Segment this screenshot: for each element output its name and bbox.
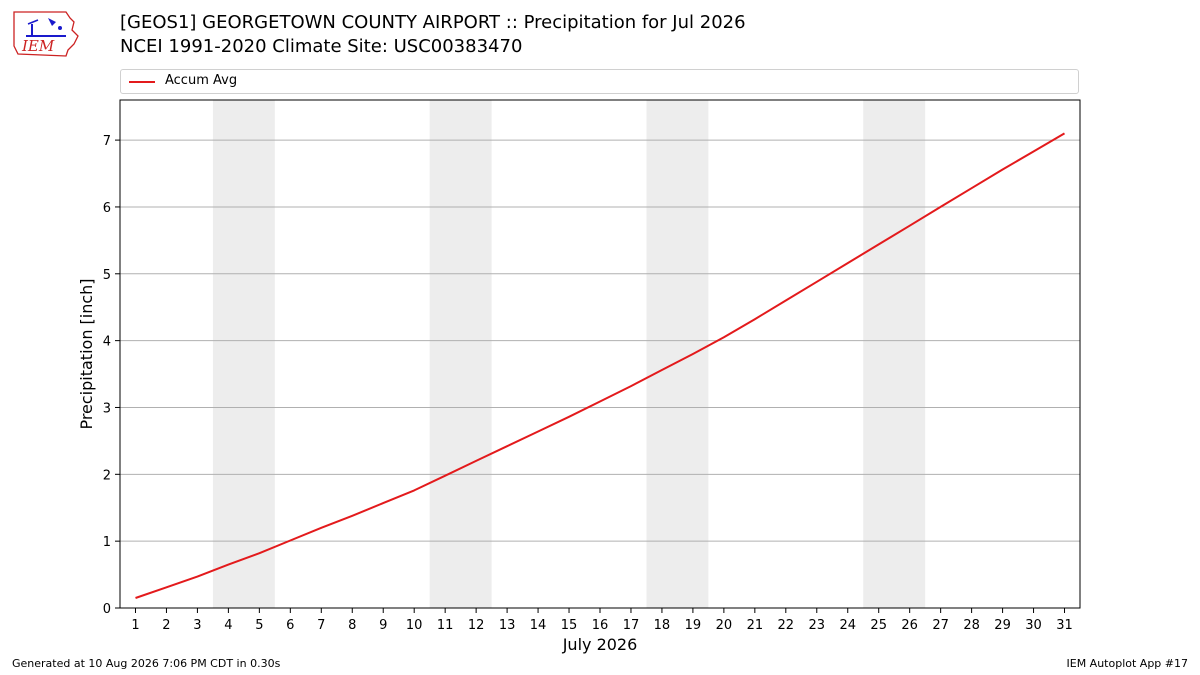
y-tick-label: 5 (103, 268, 111, 283)
x-tick-label: 15 (561, 618, 578, 633)
x-tick-label: 30 (1025, 618, 1042, 633)
x-tick-label: 11 (437, 618, 454, 633)
app-credit: IEM Autoplot App #17 (1066, 657, 1189, 670)
y-tick-label: 2 (103, 468, 111, 483)
generated-timestamp: Generated at 10 Aug 2026 7:06 PM CDT in … (12, 657, 281, 670)
x-tick-label: 31 (1056, 618, 1073, 633)
x-tick-label: 5 (255, 618, 263, 633)
x-tick-label: 3 (193, 618, 201, 633)
x-tick-label: 26 (901, 618, 918, 633)
x-tick-label: 8 (348, 618, 356, 633)
x-tick-label: 25 (870, 618, 887, 633)
logo-text: IEM (21, 37, 55, 55)
x-axis-label: July 2026 (562, 635, 638, 654)
legend: Accum Avg (120, 69, 1079, 94)
x-tick-label: 13 (499, 618, 516, 633)
x-tick-label: 29 (994, 618, 1011, 633)
x-tick-label: 28 (963, 618, 980, 633)
x-tick-label: 27 (932, 618, 949, 633)
x-tick-label: 24 (839, 618, 856, 633)
y-axis-label: Precipitation [inch] (77, 278, 96, 429)
x-tick-label: 7 (317, 618, 325, 633)
x-tick-label: 19 (685, 618, 702, 633)
x-tick-label: 2 (162, 618, 170, 633)
x-tick-label: 10 (406, 618, 423, 633)
x-tick-label: 18 (654, 618, 671, 633)
chart-subtitle: NCEI 1991-2020 Climate Site: USC00383470 (120, 36, 523, 57)
y-tick-label: 3 (103, 401, 111, 416)
y-tick-label: 6 (103, 201, 111, 216)
y-tick-label: 4 (103, 335, 111, 350)
x-tick-label: 16 (592, 618, 609, 633)
x-tick-label: 22 (778, 618, 795, 633)
weekend-band (212, 100, 275, 608)
y-tick-label: 1 (103, 535, 111, 550)
weekend-band (863, 100, 926, 608)
weekend-band (429, 100, 492, 608)
x-tick-label: 14 (530, 618, 547, 633)
x-tick-label: 21 (747, 618, 764, 633)
legend-label: Accum Avg (165, 73, 238, 88)
weekend-band (646, 100, 709, 608)
y-tick-label: 7 (103, 134, 111, 149)
x-tick-label: 20 (716, 618, 733, 633)
x-tick-label: 1 (131, 618, 139, 633)
iem-logo: IEM (13, 11, 79, 57)
legend-swatch (129, 81, 155, 83)
chart-title: [GEOS1] GEORGETOWN COUNTY AIRPORT :: Pre… (120, 12, 746, 33)
plot-frame (119, 99, 1081, 609)
x-tick-label: 4 (224, 618, 232, 633)
x-tick-label: 23 (809, 618, 826, 633)
x-tick-label: 17 (623, 618, 640, 633)
y-tick-label: 0 (103, 602, 111, 617)
series-line (135, 132, 1066, 599)
x-tick-label: 6 (286, 618, 294, 633)
x-tick-label: 9 (379, 618, 387, 633)
x-tick-label: 12 (468, 618, 485, 633)
